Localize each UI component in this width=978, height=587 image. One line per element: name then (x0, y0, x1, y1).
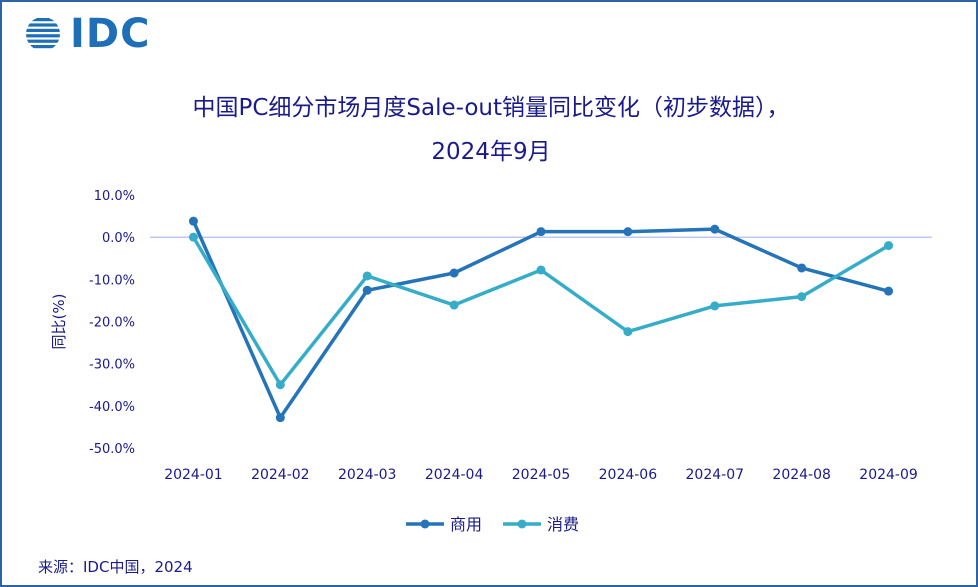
data-point-series-1 (623, 227, 633, 237)
source-note: 来源：IDC中国，2024 (38, 558, 193, 576)
x-tick-label: 2024-03 (338, 467, 397, 483)
legend-label-1: 商用 (450, 515, 482, 534)
idc-globe-icon (26, 18, 60, 49)
logo-text: IDC (70, 11, 151, 57)
data-point-series-2 (449, 300, 459, 310)
x-tick-label: 2024-06 (599, 467, 658, 483)
data-point-series-2 (884, 241, 894, 251)
y-tick-label: 0.0% (102, 231, 135, 246)
x-tick-label: 2024-04 (425, 467, 484, 483)
chart-title: 中国PC细分市场月度Sale-out销量同比变化（初步数据）， 2024年9月 (2, 86, 978, 174)
y-tick-label: 10.0% (94, 189, 135, 204)
x-tick-label: 2024-08 (772, 467, 831, 483)
data-point-series-2 (710, 301, 720, 311)
data-point-series-2 (797, 292, 807, 302)
chart-title-line2: 2024年9月 (431, 139, 551, 165)
y-tick-label: -50.0% (89, 442, 135, 457)
x-tick-label: 2024-02 (251, 467, 310, 483)
y-tick-label: -40.0% (89, 400, 135, 415)
legend-marker-2 (517, 519, 527, 529)
series-line-1 (191, 220, 890, 420)
legend-marker-1 (420, 519, 430, 529)
data-point-series-2 (536, 265, 546, 275)
idc-logo: IDC (22, 14, 150, 54)
x-tick-label: 2024-05 (512, 467, 571, 483)
chart-title-line1: 中国PC细分市场月度Sale-out销量同比变化（初步数据）， (192, 95, 790, 121)
data-point-series-1 (536, 227, 546, 237)
data-point-series-1 (710, 224, 720, 234)
data-point-series-2 (275, 380, 285, 390)
data-point-series-1 (797, 263, 807, 273)
y-tick-label: -10.0% (89, 273, 135, 288)
y-axis-label: 同比(%) (50, 294, 68, 350)
legend-label-2: 消费 (547, 515, 579, 534)
y-tick-label: -30.0% (89, 358, 135, 373)
x-tick-label: 2024-07 (686, 467, 745, 483)
data-point-series-1 (275, 413, 285, 423)
data-point-series-1 (449, 268, 459, 278)
data-point-series-1 (188, 216, 198, 226)
x-tick-label: 2024-09 (859, 467, 918, 483)
data-point-series-2 (188, 232, 198, 242)
data-point-series-1 (884, 286, 894, 296)
data-point-series-1 (362, 285, 372, 295)
y-tick-label: -20.0% (89, 316, 135, 331)
data-point-series-2 (362, 271, 372, 281)
x-tick-label: 2024-01 (164, 467, 223, 483)
data-point-series-2 (623, 327, 633, 337)
